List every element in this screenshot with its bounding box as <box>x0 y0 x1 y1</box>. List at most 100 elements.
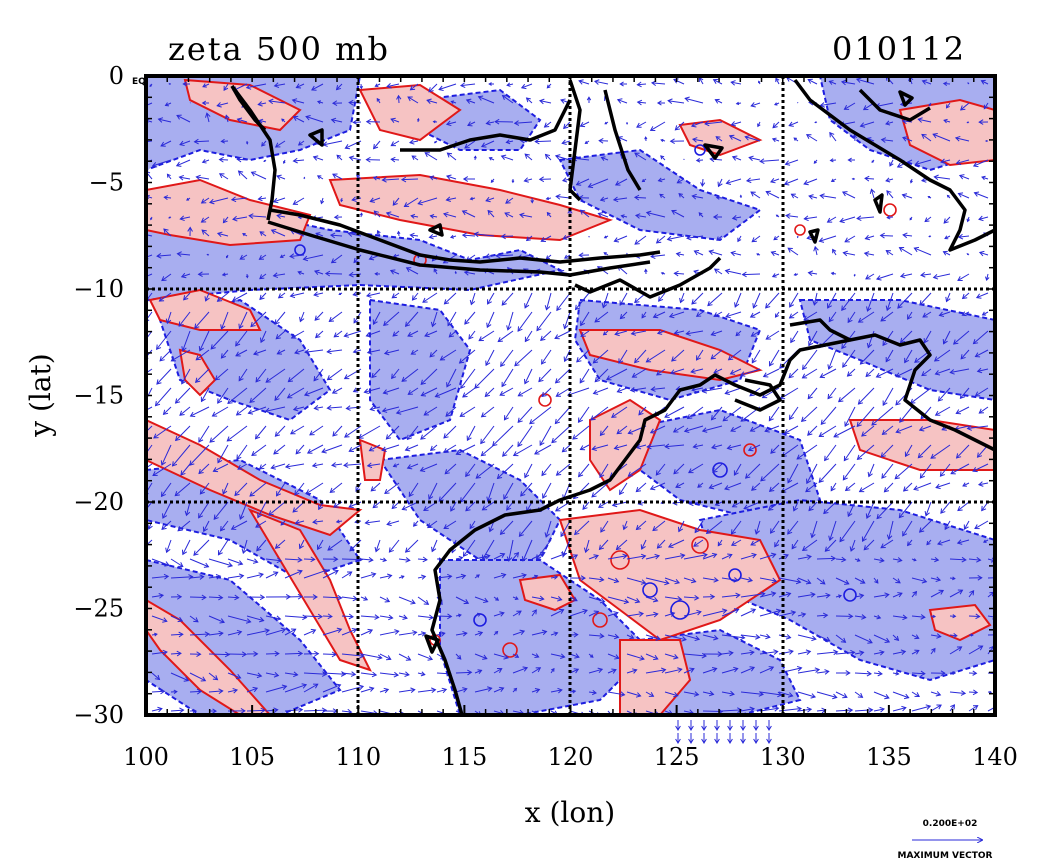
contour-cell <box>694 144 706 156</box>
wind-vector <box>159 349 172 362</box>
wind-vector-head <box>685 330 691 337</box>
wind-vector-head <box>805 649 812 655</box>
wind-vector-head <box>573 668 580 674</box>
wind-vector-head <box>257 101 263 107</box>
wind-vector <box>217 102 229 107</box>
wind-vector-head <box>200 396 206 403</box>
wind-vector-head <box>806 706 813 713</box>
wind-vector-head <box>445 120 452 127</box>
contour-cell <box>592 612 608 628</box>
wind-vector-head <box>902 531 908 537</box>
wind-vector <box>366 330 381 337</box>
wind-vector <box>379 558 387 561</box>
island-small <box>808 228 820 244</box>
wind-vector-head <box>733 608 740 614</box>
wind-vector <box>550 553 566 560</box>
wind-vector <box>341 571 352 579</box>
wind-vector-head <box>598 137 604 144</box>
wind-vector <box>974 520 989 530</box>
wind-vector <box>974 192 989 199</box>
wind-vector-head <box>198 437 204 443</box>
wind-vector-head <box>605 375 612 381</box>
wind-vector <box>626 596 640 603</box>
wind-vector <box>420 425 438 440</box>
wind-vector-head <box>909 217 913 221</box>
wind-vector <box>750 425 761 432</box>
wind-vector <box>673 425 685 433</box>
wind-vector-head <box>673 469 679 475</box>
wind-vector <box>659 193 666 199</box>
wind-vector <box>443 213 457 218</box>
wind-vector <box>322 684 341 693</box>
wind-vector <box>859 482 875 493</box>
wind-vector-head <box>394 629 400 635</box>
wind-vector-head <box>539 440 545 447</box>
wind-vector <box>146 368 153 374</box>
wind-vector <box>871 406 894 426</box>
wind-vector <box>865 177 875 180</box>
wind-vector-head <box>273 82 280 89</box>
wind-vector <box>833 425 856 438</box>
wind-vector <box>539 425 552 446</box>
wind-vector-head <box>750 331 757 337</box>
wind-vector <box>542 482 552 499</box>
wind-vector-head <box>217 398 223 404</box>
wind-vector-head <box>749 706 755 713</box>
wind-vector-head <box>667 98 673 105</box>
wind-vector <box>588 555 599 560</box>
wind-vector <box>740 666 755 674</box>
wind-vector <box>512 610 522 617</box>
wind-vector <box>983 102 989 109</box>
wind-vector-head <box>989 690 993 694</box>
wind-vector <box>502 95 514 104</box>
wind-vector-head <box>731 155 738 161</box>
wind-vector-head <box>981 505 987 512</box>
wind-vector-head <box>163 228 169 234</box>
wind-vector <box>217 292 229 302</box>
wind-vector-head <box>616 429 622 435</box>
wind-vector-head <box>281 118 285 122</box>
wind-vector <box>943 119 951 123</box>
wind-vector <box>843 444 856 461</box>
wind-vector-head <box>272 197 279 204</box>
wind-vector <box>656 235 666 244</box>
wind-vector-head <box>165 547 171 554</box>
wind-vector <box>841 292 856 311</box>
wind-vector <box>487 292 495 305</box>
wind-vector-head <box>976 367 983 374</box>
wind-vector-head <box>770 528 776 534</box>
wind-vector <box>671 349 685 362</box>
wind-vector-head <box>268 510 274 516</box>
wind-vector <box>482 539 495 560</box>
wind-vector <box>802 368 818 379</box>
wind-vector <box>769 349 780 367</box>
wind-vector <box>899 247 913 256</box>
wind-vector <box>665 444 685 448</box>
wind-vector-head <box>741 271 747 278</box>
wind-vector-head <box>823 508 829 515</box>
wind-vector-head <box>840 637 847 643</box>
wind-vector-head <box>445 196 451 203</box>
wind-vector-head <box>450 100 455 104</box>
wind-vector <box>360 653 382 659</box>
wind-vector <box>314 311 324 321</box>
wind-vector <box>911 591 917 598</box>
wind-vector-head <box>734 302 740 308</box>
wind-vector-head <box>534 449 540 455</box>
wind-vector-head <box>713 268 720 274</box>
wind-vector <box>360 558 373 561</box>
wind-vector-head <box>236 454 242 461</box>
wind-vector-head <box>832 693 838 700</box>
wind-vector <box>645 653 658 660</box>
wind-vector <box>367 463 381 467</box>
wind-vector-head <box>553 631 559 637</box>
wind-vector <box>569 596 578 602</box>
wind-vector <box>759 707 779 712</box>
positive-region <box>146 418 363 537</box>
wind-vector-head <box>525 236 531 242</box>
wind-vector-head <box>957 589 964 595</box>
wind-vector-head <box>506 325 512 331</box>
wind-vector-head <box>751 552 757 559</box>
wind-vector-head <box>750 608 757 614</box>
